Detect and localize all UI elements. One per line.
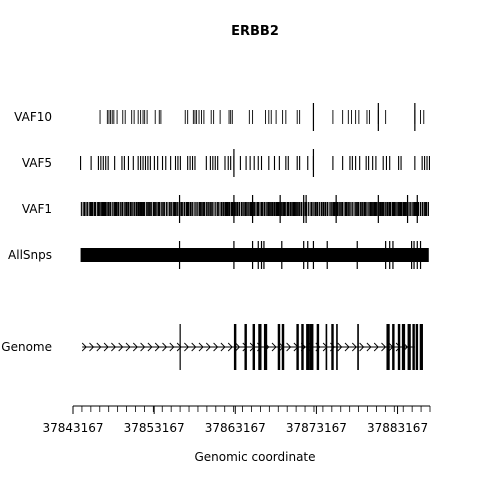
exon [336, 324, 338, 370]
strand-arrow [205, 342, 211, 352]
track-label-allsnps: AllSnps [8, 248, 52, 262]
genome-track [81, 324, 423, 370]
series-vaf10 [99, 103, 425, 131]
x-tick-label: 37883167 [367, 421, 428, 435]
strand-arrow [191, 342, 197, 352]
x-axis-title: Genomic coordinate [194, 450, 315, 464]
track-label-vaf1: VAF1 [22, 202, 52, 216]
exon [309, 324, 314, 370]
strand-arrow [89, 342, 95, 352]
exon [281, 324, 285, 370]
exon [263, 324, 268, 370]
strand-arrow [111, 342, 117, 352]
strand-arrow [198, 342, 204, 352]
exon [244, 324, 247, 370]
strand-arrow [118, 342, 124, 352]
strand-arrow [154, 342, 160, 352]
tracks: VAF10 VAF5 VAF1 AllSnps Genome [1, 103, 431, 370]
strand-arrow [366, 342, 372, 352]
strand-arrow [381, 342, 387, 352]
strand-arrow [140, 342, 146, 352]
strand-arrow [176, 342, 182, 352]
strand-arrow [125, 342, 131, 352]
strand-arrow [184, 342, 190, 352]
exon [325, 324, 328, 370]
strand-arrow [132, 342, 138, 352]
x-axis: 37843167 37853167 37863167 37873167 37883167 [42, 405, 431, 435]
x-tick-label: 37873167 [286, 421, 347, 435]
exon [415, 324, 419, 370]
exon [392, 324, 395, 370]
exon [296, 324, 299, 370]
series-allsnps [80, 241, 429, 269]
exon [306, 324, 310, 370]
exon [401, 324, 406, 370]
exon [258, 324, 262, 370]
strand-arrow [337, 342, 343, 352]
x-tick-label: 37843167 [42, 421, 103, 435]
strand-arrow [103, 342, 109, 352]
exon [277, 324, 281, 370]
strand-arrow [81, 342, 87, 352]
exon [412, 324, 415, 370]
exon [233, 324, 237, 370]
exon [407, 324, 411, 370]
exon [331, 324, 334, 370]
strand-arrow [169, 342, 175, 352]
strand-arrow [213, 342, 219, 352]
strand-arrow [271, 342, 277, 352]
strand-arrow [235, 342, 241, 352]
exon [419, 324, 423, 370]
strand-arrow [344, 342, 350, 352]
exon [316, 324, 320, 370]
strand-arrow [162, 342, 168, 352]
exon [397, 324, 401, 370]
strand-arrow [227, 342, 233, 352]
strand-arrow [351, 342, 357, 352]
x-tick-label: 37853167 [124, 421, 185, 435]
strand-arrow [359, 342, 365, 352]
strand-arrow [220, 342, 226, 352]
series-vaf1 [80, 195, 429, 223]
exon [357, 324, 359, 370]
exon [301, 324, 304, 370]
strand-arrow [147, 342, 153, 352]
track-label-vaf5: VAF5 [22, 156, 52, 170]
chart-title: ERBB2 [231, 24, 279, 39]
exon [252, 324, 256, 370]
track-label-genome: Genome [1, 340, 52, 354]
track-label-vaf10: VAF10 [14, 110, 52, 124]
series-vaf5 [80, 149, 431, 177]
exon [386, 324, 390, 370]
strand-arrow [373, 342, 379, 352]
strand-arrow [96, 342, 102, 352]
exon [179, 324, 181, 370]
x-tick-label: 37863167 [205, 421, 266, 435]
strand-arrow [286, 342, 292, 352]
